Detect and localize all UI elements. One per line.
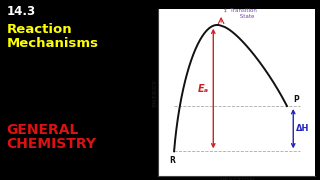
- Text: P: P: [293, 95, 299, 104]
- Text: R: R: [170, 156, 175, 165]
- X-axis label: REACTION
COORDINATE: REACTION COORDINATE: [214, 178, 260, 180]
- Y-axis label: ENERGY: ENERGY: [152, 79, 157, 107]
- Text: ΔH: ΔH: [296, 124, 310, 133]
- Text: GENERAL
CHEMISTRY: GENERAL CHEMISTRY: [6, 123, 96, 151]
- Text: Reaction
Mechanisms: Reaction Mechanisms: [6, 23, 99, 50]
- Text: Eₐ: Eₐ: [197, 84, 209, 94]
- Text: ‡  Transition
         State: ‡ Transition State: [224, 8, 257, 19]
- Text: 14.3: 14.3: [6, 5, 36, 18]
